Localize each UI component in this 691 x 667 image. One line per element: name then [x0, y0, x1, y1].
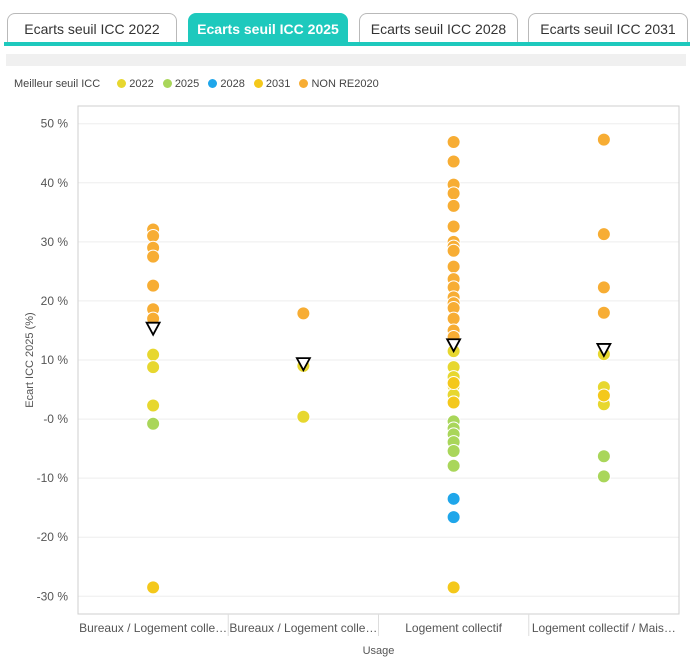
legend-swatch-2031 [253, 78, 263, 88]
chart-legend: Meilleur seuil ICC 2022 2025 2028 2031 N… [14, 78, 385, 92]
legend-label-2022: 2022 [129, 78, 154, 91]
x-category-label: Logement collectif / Mais… [532, 621, 676, 635]
active-tab-underline [4, 42, 690, 46]
report-tab-bar: Ecarts seuil ICC 2022 Ecarts seuil ICC 2… [0, 0, 691, 46]
data-point-non-re2020[interactable] [296, 306, 311, 321]
data-point-2025[interactable] [446, 443, 461, 458]
data-point-non-re2020[interactable] [146, 249, 161, 264]
legend-item-2028[interactable]: 2028 [208, 78, 245, 91]
category-separators [227, 614, 530, 636]
legend-swatch-2028 [208, 78, 218, 88]
y-tick-label: 30 % [41, 235, 69, 249]
average-markers [145, 321, 612, 373]
visual-header-bar [6, 54, 686, 66]
data-point-non-re2020[interactable] [446, 154, 461, 169]
x-category-label: Bureaux / Logement colle… [229, 621, 377, 635]
data-point-2025[interactable] [446, 458, 461, 473]
data-point-2028[interactable] [446, 491, 461, 506]
tab-ecarts-2022[interactable]: Ecarts seuil ICC 2022 [7, 13, 177, 43]
average-marker[interactable] [595, 343, 612, 358]
y-axis-ticks: 50 % 40 % 30 % 20 % 10 % -0 % -10 % -20 % -30 % [37, 117, 69, 604]
data-point-2025[interactable] [596, 449, 611, 464]
x-axis-categories: Bureaux / Logement colle… Bureaux / Logem… [79, 621, 676, 635]
data-point-non-re2020[interactable] [596, 280, 611, 295]
average-marker[interactable] [145, 321, 162, 337]
legend-swatch-2022 [117, 78, 127, 88]
tab-ecarts-2028[interactable]: Ecarts seuil ICC 2028 [359, 13, 518, 43]
x-category-label: Bureaux / Logement colle… [79, 621, 227, 635]
legend-item-2025[interactable]: 2025 [162, 78, 200, 91]
data-point-non-re2020[interactable] [146, 228, 161, 243]
data-point-2031[interactable] [446, 580, 461, 595]
data-point-non-re2020[interactable] [446, 243, 461, 258]
data-point-2028[interactable] [446, 510, 461, 525]
data-point-2031[interactable] [596, 388, 611, 403]
data-points [146, 132, 611, 595]
y-tick-label: 50 % [41, 117, 69, 131]
y-tick-label: 20 % [41, 294, 69, 308]
legend-swatch-2025 [162, 78, 172, 88]
gridlines [78, 123, 679, 597]
y-tick-label: 40 % [41, 176, 69, 190]
legend-label-2028: 2028 [220, 78, 245, 91]
data-point-non-re2020[interactable] [146, 278, 161, 293]
average-marker[interactable] [445, 338, 462, 354]
y-tick-label: -10 % [37, 471, 69, 485]
tab-ecarts-2031[interactable]: Ecarts seuil ICC 2031 [528, 13, 688, 43]
data-point-non-re2020[interactable] [596, 132, 611, 147]
data-point-2031[interactable] [446, 376, 461, 391]
data-point-non-re2020[interactable] [596, 305, 611, 320]
legend-title: Meilleur seuil ICC [14, 78, 101, 91]
y-axis-title: Ecart ICC 2025 (%) [24, 312, 36, 407]
data-point-non-re2020[interactable] [446, 186, 461, 201]
legend-label-2025: 2025 [174, 78, 200, 91]
data-point-non-re2020[interactable] [446, 311, 461, 326]
data-point-2031[interactable] [146, 580, 161, 595]
data-point-2022[interactable] [296, 409, 311, 424]
legend-item-non-re2020[interactable]: NON RE2020 [299, 78, 379, 91]
data-point-2022[interactable] [146, 360, 161, 375]
legend-label-non-re2020: NON RE2020 [311, 78, 379, 91]
data-point-2025[interactable] [596, 469, 611, 484]
data-point-2031[interactable] [446, 395, 461, 410]
legend-label-2031: 2031 [265, 78, 291, 91]
tab-ecarts-2025[interactable]: Ecarts seuil ICC 2025 [188, 13, 348, 43]
average-marker[interactable] [295, 357, 312, 373]
data-point-non-re2020[interactable] [446, 198, 461, 213]
y-tick-label: -20 % [37, 530, 69, 544]
data-point-2022[interactable] [146, 347, 161, 362]
legend-item-2022[interactable]: 2022 [117, 78, 154, 91]
data-point-non-re2020[interactable] [446, 259, 461, 274]
y-tick-label: -30 % [37, 589, 69, 603]
data-point-non-re2020[interactable] [446, 219, 461, 234]
data-point-non-re2020[interactable] [446, 135, 461, 150]
legend-swatch-non-re2020 [299, 78, 309, 88]
data-point-non-re2020[interactable] [596, 227, 611, 242]
x-axis-title: Usage [363, 645, 395, 657]
data-point-2025[interactable] [146, 416, 161, 431]
x-category-label: Logement collectif [405, 621, 502, 635]
legend-item-2031[interactable]: 2031 [253, 78, 291, 91]
y-tick-label: -0 % [43, 412, 68, 426]
data-point-2022[interactable] [146, 398, 161, 413]
y-tick-label: 10 % [41, 353, 69, 367]
